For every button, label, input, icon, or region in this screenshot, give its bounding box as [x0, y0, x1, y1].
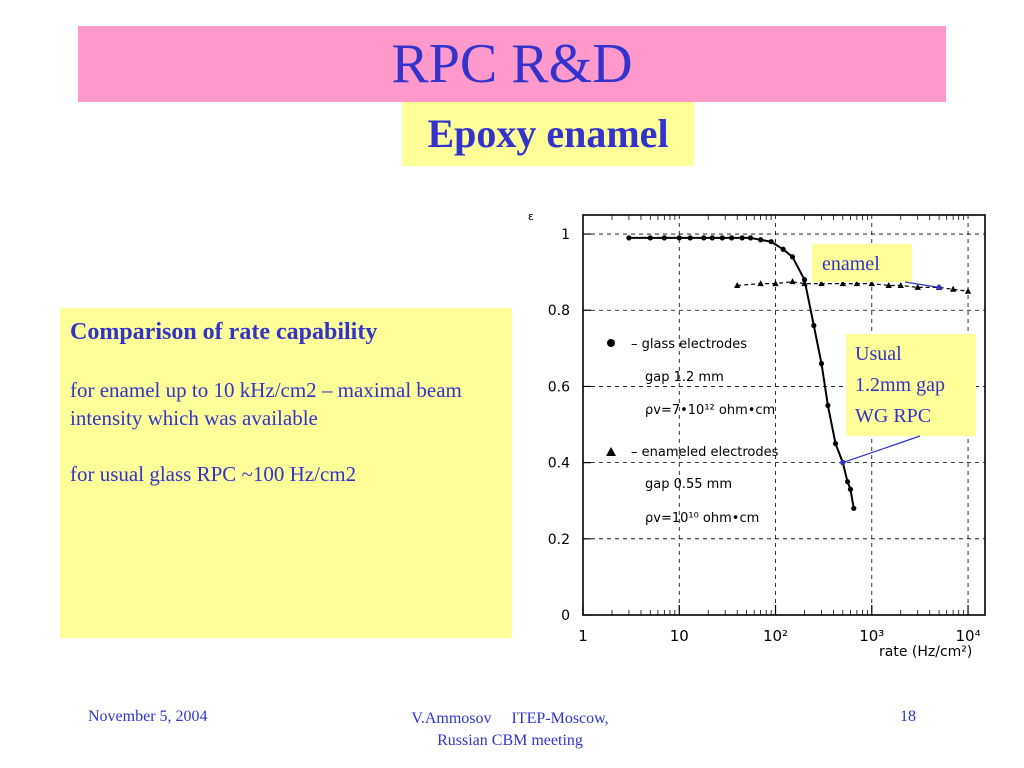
enamel-data-point	[772, 280, 779, 287]
glass-data-point	[768, 239, 774, 245]
efficiency-chart: 0 0.2 0.4 0.6 0.8 1 1 10 10² 10³ 10⁴ ε rate (Hz/c…	[528, 210, 986, 660]
slide-title: RPC R&D	[391, 33, 633, 95]
slide-subtitle: Epoxy enamel	[402, 102, 694, 166]
glass-data-point	[818, 360, 825, 367]
comparison-textbox: Comparison of rate capability for enamel…	[60, 308, 512, 638]
legend-param-glass-resistivity: ρv=7•10¹² ohm•cm	[645, 403, 775, 418]
glass-data-point	[844, 479, 851, 485]
enamel-data-point	[885, 281, 892, 288]
y-tick-label: 0.6	[548, 379, 570, 395]
glass-data-point	[851, 505, 857, 511]
glass-data-point	[729, 235, 735, 241]
footer-center: V.Ammosov ITEP-Moscow, Russian CBM meeti…	[360, 708, 660, 752]
y-tick-label: 0.2	[548, 532, 570, 548]
enamel-data-point	[789, 278, 796, 285]
footer-date: November 5, 2004	[88, 708, 208, 725]
y-tick-label: 0	[561, 608, 570, 624]
x-tick-label: 10²	[763, 627, 788, 645]
legend-param-enamel-gap: gap 0.55 mm	[645, 477, 732, 492]
title-bar	[78, 26, 946, 102]
y-tick-label: 1	[561, 227, 570, 243]
glass-data-point	[825, 402, 831, 409]
enamel-arrow-head	[936, 284, 942, 290]
glass-data-point	[847, 486, 854, 492]
x-axis-label: rate (Hz/cm²)	[879, 644, 972, 660]
glass-data-point	[832, 440, 839, 447]
footer-author: V.Ammosov	[411, 710, 492, 727]
glass-data-point	[789, 254, 796, 260]
enamel-data-point	[949, 285, 957, 292]
enamel-data-point	[897, 281, 904, 288]
legend-param-glass-gap: gap 1.2 mm	[645, 370, 724, 385]
enamel-data-point	[757, 280, 764, 287]
y-tick-label: 0.8	[548, 303, 570, 319]
usual-rpc-callout-arrow	[842, 435, 921, 464]
enamel-data-point	[868, 280, 875, 287]
glass-data-point	[701, 235, 707, 241]
usual-rpc-callout-line1: Usual	[855, 343, 902, 365]
glass-data-point	[661, 235, 667, 241]
x-tick-label: 10³	[859, 627, 884, 645]
legend-marker-enamel	[606, 447, 616, 456]
glass-data-point	[758, 237, 764, 243]
legend-label-enamel: – enameled electrodes	[631, 445, 779, 460]
textbox-paragraph-enamel: for enamel up to 10 kHz/cm2 – maximal be…	[70, 378, 462, 430]
enamel-data-point	[914, 283, 921, 290]
x-axis: 1 10 10² 10³ 10⁴	[578, 215, 981, 645]
enamel-callout-label: enamel	[822, 253, 880, 275]
glass-data-point	[719, 235, 725, 241]
footer-org: ITEP-Moscow,	[511, 710, 609, 727]
textbox-heading: Comparison of rate capability	[70, 319, 378, 345]
enamel-data-point	[734, 281, 741, 288]
x-tick-label: 1	[578, 627, 588, 645]
enamel-callout-arrow	[904, 281, 940, 288]
usual-rpc-callout-line3: WG RPC	[855, 405, 931, 427]
y-axis: 0 0.2 0.4 0.6 0.8 1	[548, 227, 591, 624]
glass-data-point	[687, 235, 693, 241]
glass-data-point	[739, 235, 745, 241]
enamel-data-point	[818, 280, 825, 287]
footer-page-number: 18	[900, 708, 916, 725]
enamel-data-point	[853, 280, 861, 287]
usual-rpc-callout-box	[846, 334, 976, 436]
glass-data-point	[811, 322, 817, 329]
glass-data-point	[780, 246, 786, 252]
y-tick-label: 0.4	[548, 456, 570, 472]
enamel-callout-box	[812, 244, 912, 282]
x-tick-label: 10⁴	[955, 627, 980, 645]
glass-data-point	[676, 235, 682, 241]
enamel-data-point	[839, 280, 847, 287]
usual-rpc-arrow-head	[840, 460, 846, 466]
legend-marker-glass	[607, 339, 615, 347]
annotations: enamel Usual 1.2mm gap WG RPC	[812, 244, 976, 466]
legend-label-glass: – glass electrodes	[631, 337, 747, 352]
textbox-paragraph-glass: for usual glass RPC ~100 Hz/cm2	[70, 462, 357, 486]
usual-rpc-callout-line2: 1.2mm gap	[855, 374, 945, 396]
glass-data-point	[626, 235, 632, 241]
enamel-data-point	[964, 287, 972, 294]
glass-data-point	[709, 235, 715, 241]
y-axis-label: ε	[528, 210, 534, 223]
footer-meeting: Russian CBM meeting	[437, 732, 583, 749]
x-tick-label: 10	[670, 627, 689, 645]
legend-param-enamel-resistivity: ρv=10¹⁰ ohm•cm	[645, 511, 759, 526]
glass-data-point	[647, 235, 653, 241]
legend: – glass electrodes gap 1.2 mm ρv=7•10¹² …	[606, 337, 779, 526]
glass-data-point	[747, 235, 754, 241]
enamel-data-point	[801, 280, 808, 287]
glass-data-point	[801, 277, 808, 283]
